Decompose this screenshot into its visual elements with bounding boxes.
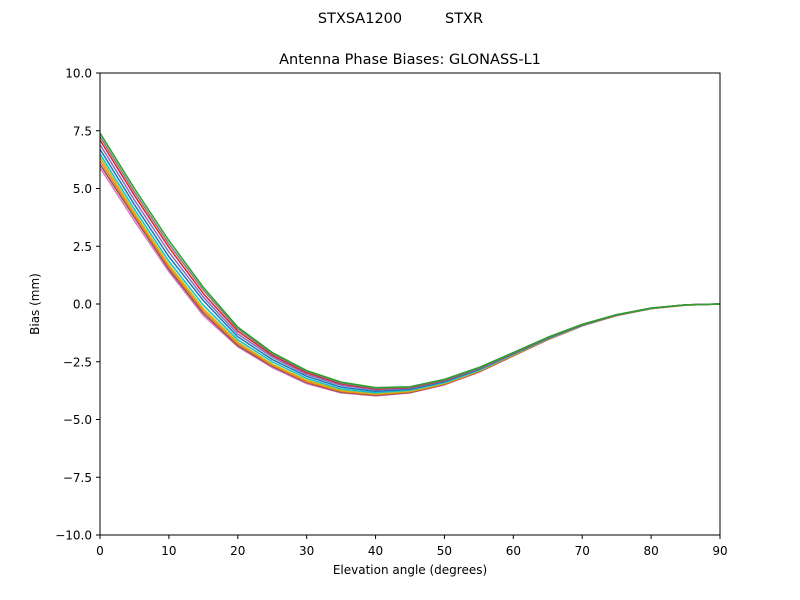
x-axis: 0 10 20 30 40 50 60 70 80 90 bbox=[96, 535, 728, 558]
x-tick-label: 0 bbox=[96, 544, 104, 558]
x-tick-label: 90 bbox=[712, 544, 727, 558]
series-line-8 bbox=[99, 139, 721, 390]
x-tick-label: 10 bbox=[161, 544, 176, 558]
x-tick-label: 30 bbox=[299, 544, 314, 558]
series-layer bbox=[99, 132, 721, 397]
y-tick-label: 0.0 bbox=[73, 298, 92, 312]
y-tick-label: −2.5 bbox=[63, 355, 92, 369]
y-tick-label: 7.5 bbox=[73, 124, 92, 138]
x-tick-label: 40 bbox=[368, 544, 383, 558]
series-line-3 bbox=[99, 160, 721, 396]
series-line-1 bbox=[99, 167, 721, 397]
y-tick-label: −5.0 bbox=[63, 413, 92, 427]
series-line-9 bbox=[99, 136, 721, 390]
figure-suptitle-left: STXSA1200 bbox=[318, 11, 402, 27]
series-line-6 bbox=[99, 148, 721, 393]
y-axis: −10.0 −7.5 −5.0 −2.5 0.0 2.5 5.0 7.5 10.0 bbox=[55, 67, 100, 543]
chart-title: Antenna Phase Biases: GLONASS-L1 bbox=[279, 52, 541, 68]
x-tick-label: 60 bbox=[506, 544, 521, 558]
x-axis-label: Elevation angle (degrees) bbox=[333, 563, 487, 577]
plot-frame bbox=[99, 72, 721, 536]
y-tick-label: 10.0 bbox=[65, 67, 92, 81]
figure-suptitle-right: STXR bbox=[445, 11, 483, 27]
y-tick-label: −7.5 bbox=[63, 471, 92, 485]
y-tick-label: 2.5 bbox=[73, 240, 92, 254]
x-tick-label: 50 bbox=[437, 544, 452, 558]
series-line-7 bbox=[99, 144, 721, 391]
x-tick-label: 20 bbox=[230, 544, 245, 558]
x-tick-label: 70 bbox=[575, 544, 590, 558]
x-tick-label: 80 bbox=[643, 544, 658, 558]
y-tick-label: 5.0 bbox=[73, 182, 92, 196]
series-line-10 bbox=[99, 132, 721, 389]
y-axis-label: Bias (mm) bbox=[28, 273, 42, 335]
y-tick-label: −10.0 bbox=[55, 529, 92, 543]
